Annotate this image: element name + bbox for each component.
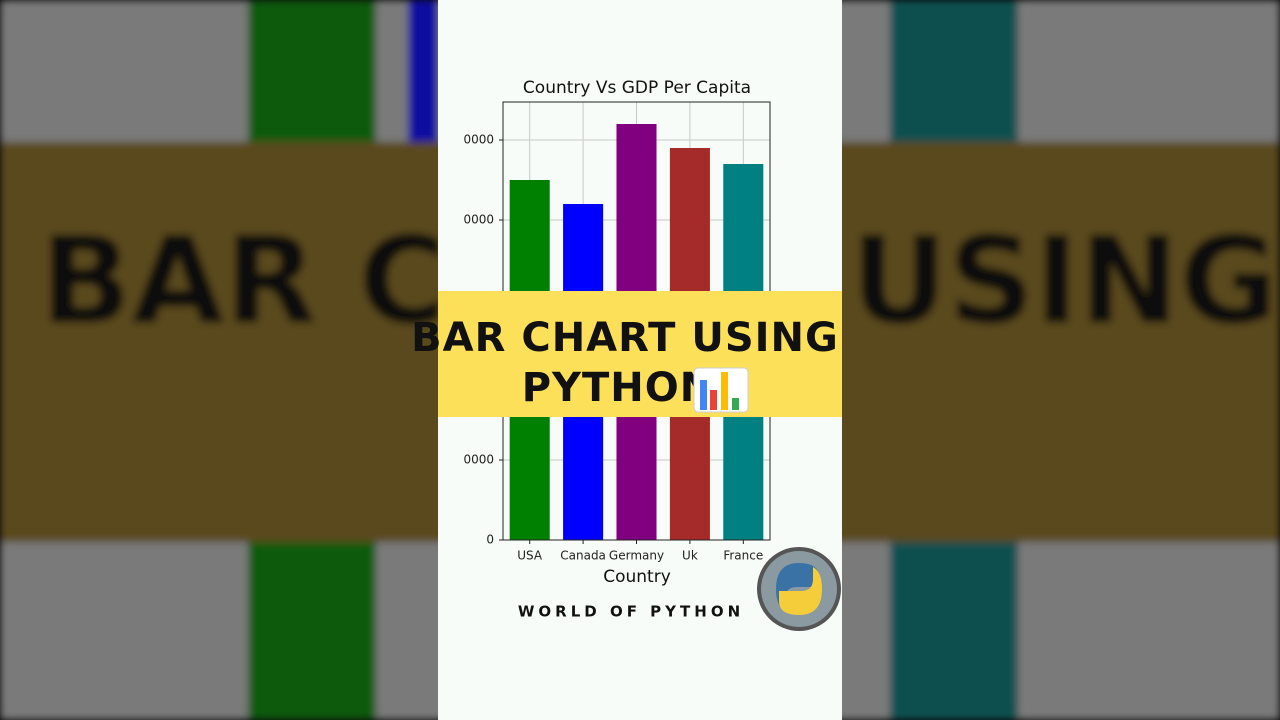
x-tick-label: France bbox=[723, 549, 763, 563]
channel-name: WORLD OF PYTHON bbox=[518, 603, 744, 621]
x-tick-label: Uk bbox=[682, 549, 698, 563]
x-tick-label: Canada bbox=[560, 549, 606, 563]
x-tick-label: Germany bbox=[609, 549, 664, 563]
banner-line2: PYTHON bbox=[522, 365, 715, 411]
x-tick-label: USA bbox=[517, 549, 543, 563]
chart-title: Country Vs GDP Per Capita bbox=[523, 78, 751, 98]
bg-bar bbox=[890, 542, 1018, 720]
y-tick-label: 0 bbox=[486, 533, 494, 547]
chart-emoji bbox=[693, 367, 749, 413]
bg-bar bbox=[408, 0, 438, 142]
y-tick-label: 0000 bbox=[463, 453, 494, 467]
banner-line1: BAR CHART USING bbox=[411, 315, 839, 361]
x-axis-label: Country bbox=[603, 567, 671, 587]
y-tick-label: 0000 bbox=[463, 133, 494, 147]
bg-bar bbox=[248, 0, 376, 142]
python-logo bbox=[757, 547, 841, 631]
y-tick-label: 0000 bbox=[463, 213, 494, 227]
bg-bar bbox=[890, 0, 1018, 142]
banner bbox=[438, 291, 842, 417]
bg-bar bbox=[248, 542, 376, 720]
